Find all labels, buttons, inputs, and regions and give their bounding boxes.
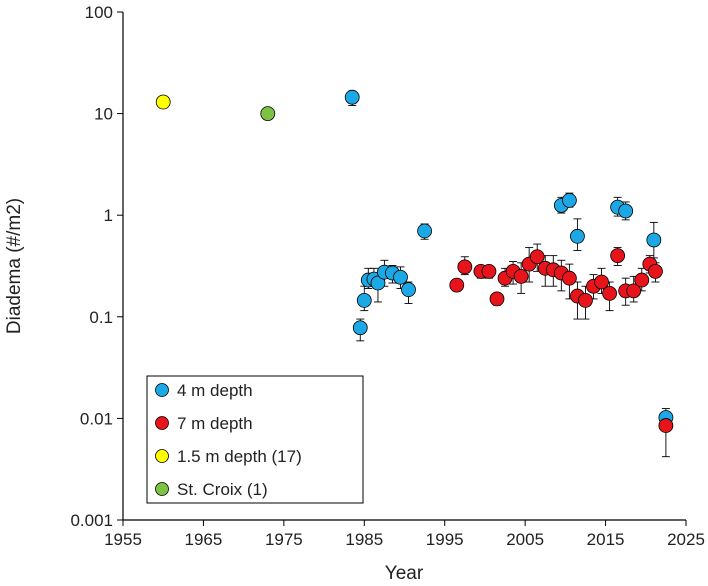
y-axis-title: Diadema (#/m2) <box>4 198 25 334</box>
y-tick-label-10: 10 <box>94 105 113 124</box>
tick-labels: 1955 1965 1975 1985 1995 2005 2015 2025 0.001 0.0… <box>70 3 704 549</box>
point-7-m-depth-4 <box>489 291 505 307</box>
point-7-m-depth-25 <box>658 418 674 433</box>
point-7-m-depth-22 <box>634 272 650 288</box>
data-points <box>155 89 674 433</box>
legend-marker-4m <box>155 383 169 397</box>
legend-label-7m: 7 m depth <box>177 414 253 433</box>
point-7-m-depth-13 <box>561 270 577 286</box>
x-tick-label-1985: 1985 <box>345 530 383 549</box>
point-4-m-depth-0 <box>344 89 360 105</box>
legend-marker-7m <box>155 416 169 430</box>
point-7-m-depth-21 <box>626 283 642 299</box>
x-tick-label-1955: 1955 <box>104 530 142 549</box>
legend: 4 m depth 7 m depth 1.5 m depth (17) St.… <box>146 375 364 504</box>
point-4-m-depth-12 <box>561 192 577 208</box>
legend-box <box>146 375 364 504</box>
point-4-m-depth-15 <box>618 203 634 219</box>
point-4-m-depth-2 <box>356 293 372 308</box>
point-4-m-depth-9 <box>401 282 416 298</box>
point-7-m-depth-9 <box>529 249 545 265</box>
point-4-m-depth-8 <box>393 269 408 285</box>
point-7-m-depth-18 <box>602 285 617 301</box>
point-1-5-m-depth-17-0 <box>155 94 171 110</box>
y-tick-label-0.01: 0.01 <box>80 409 113 428</box>
point-7-m-depth-7 <box>513 268 529 284</box>
axes <box>122 12 686 521</box>
point-7-m-depth-19 <box>610 248 626 264</box>
y-tick-label-100: 100 <box>85 3 113 22</box>
legend-label-st-croix: St. Croix (1) <box>177 480 268 499</box>
point-4-m-depth-1 <box>352 320 368 336</box>
y-tick-label-0.001: 0.001 <box>70 511 113 530</box>
x-axis-title: Year <box>385 563 424 584</box>
y-tick-label-0.1: 0.1 <box>89 308 113 327</box>
x-tick-label-1965: 1965 <box>185 530 223 549</box>
point-7-m-depth-1 <box>457 259 473 275</box>
point-4-m-depth-10 <box>417 223 433 239</box>
x-tick-label-2015: 2015 <box>587 530 625 549</box>
legend-label-1-5m: 1.5 m depth (17) <box>177 447 302 466</box>
point-st-croix-1-0 <box>260 106 276 121</box>
point-7-m-depth-0 <box>449 277 465 293</box>
x-tick-label-2005: 2005 <box>506 530 544 549</box>
point-7-m-depth-15 <box>578 293 593 308</box>
x-tick-label-1995: 1995 <box>426 530 464 549</box>
ticks <box>117 11 687 526</box>
point-7-m-depth-17 <box>594 274 609 290</box>
x-tick-label-1975: 1975 <box>265 530 303 549</box>
point-7-m-depth-24 <box>648 263 663 279</box>
legend-marker-1-5m <box>155 449 169 463</box>
legend-marker-st-croix <box>155 482 169 496</box>
x-tick-label-2025: 2025 <box>667 530 705 549</box>
point-4-m-depth-13 <box>570 228 585 244</box>
legend-label-4m: 4 m depth <box>177 381 253 400</box>
point-4-m-depth-16 <box>646 232 662 248</box>
point-4-m-depth-5 <box>370 275 386 291</box>
y-tick-label-1: 1 <box>104 206 113 225</box>
point-7-m-depth-3 <box>481 263 497 279</box>
